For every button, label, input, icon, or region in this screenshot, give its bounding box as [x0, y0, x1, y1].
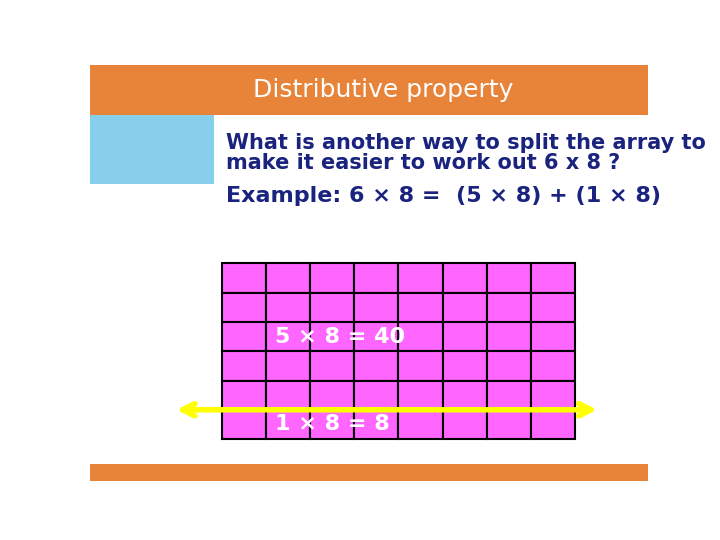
- Bar: [398, 410, 443, 439]
- Bar: [354, 293, 398, 322]
- Bar: [398, 381, 443, 410]
- Bar: [90, 464, 648, 481]
- Bar: [531, 410, 575, 439]
- Bar: [398, 322, 443, 351]
- Bar: [222, 381, 266, 410]
- Bar: [531, 264, 575, 293]
- Bar: [310, 410, 354, 439]
- Bar: [487, 351, 531, 381]
- Text: What is another way to split the array to: What is another way to split the array t…: [225, 132, 706, 153]
- Bar: [310, 264, 354, 293]
- Bar: [222, 264, 266, 293]
- Bar: [310, 322, 354, 351]
- Bar: [398, 351, 443, 381]
- Bar: [487, 293, 531, 322]
- Bar: [90, 65, 214, 184]
- Bar: [354, 264, 398, 293]
- Bar: [222, 410, 266, 439]
- Bar: [354, 410, 398, 439]
- Bar: [531, 381, 575, 410]
- Bar: [487, 264, 531, 293]
- Bar: [487, 381, 531, 410]
- Bar: [443, 264, 487, 293]
- Text: make it easier to work out 6 x 8 ?: make it easier to work out 6 x 8 ?: [225, 153, 620, 173]
- Bar: [443, 381, 487, 410]
- Bar: [354, 322, 398, 351]
- Bar: [266, 322, 310, 351]
- Bar: [354, 381, 398, 410]
- Bar: [310, 293, 354, 322]
- Text: 5 × 8 = 40: 5 × 8 = 40: [275, 327, 405, 347]
- Bar: [531, 322, 575, 351]
- Bar: [398, 264, 443, 293]
- Bar: [487, 322, 531, 351]
- Bar: [266, 351, 310, 381]
- Bar: [266, 410, 310, 439]
- Bar: [443, 293, 487, 322]
- Bar: [443, 410, 487, 439]
- Text: Example: 6 × 8 =  (5 × 8) + (1 × 8): Example: 6 × 8 = (5 × 8) + (1 × 8): [225, 186, 661, 206]
- Bar: [398, 293, 443, 322]
- Bar: [487, 410, 531, 439]
- Text: Distributive property: Distributive property: [253, 78, 513, 102]
- Bar: [443, 351, 487, 381]
- Text: 1 × 8 = 8: 1 × 8 = 8: [275, 414, 390, 434]
- Bar: [310, 351, 354, 381]
- Bar: [354, 351, 398, 381]
- Bar: [531, 293, 575, 322]
- Bar: [531, 351, 575, 381]
- Bar: [310, 381, 354, 410]
- Bar: [266, 381, 310, 410]
- Bar: [222, 293, 266, 322]
- Bar: [222, 322, 266, 351]
- Bar: [266, 293, 310, 322]
- Bar: [90, 65, 648, 115]
- Bar: [222, 351, 266, 381]
- Bar: [266, 264, 310, 293]
- Bar: [443, 322, 487, 351]
